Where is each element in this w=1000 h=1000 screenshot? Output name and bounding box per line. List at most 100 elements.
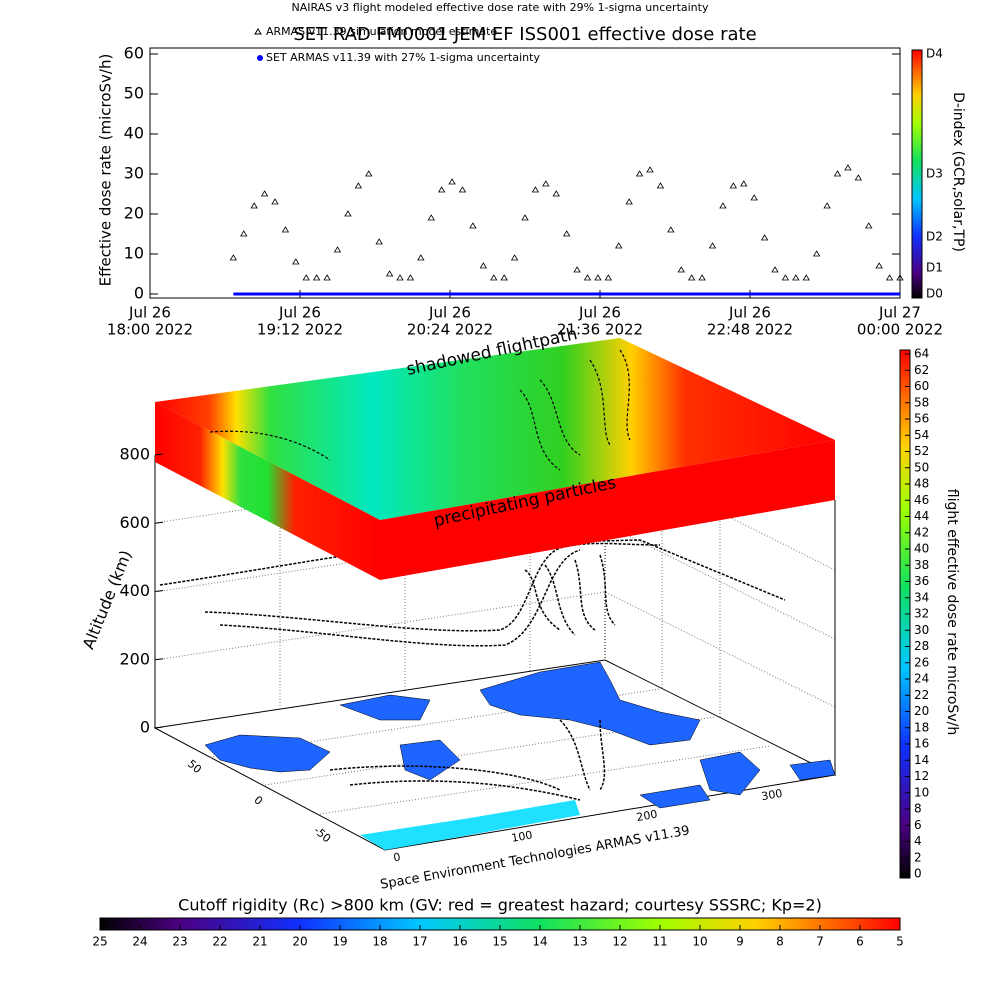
shadow-path (209, 349, 631, 471)
plot-frame (149, 47, 901, 299)
colorbar-tick-label: 62 (914, 363, 929, 377)
z-tick-label: 0 (140, 718, 150, 737)
colorbar-tick-label: 64 (914, 347, 929, 361)
data-point (448, 178, 456, 185)
data-point (854, 174, 863, 181)
colorbar-tick-label: 8 (914, 802, 922, 816)
data-point (802, 274, 810, 281)
x-tick-label: Jul 26 (728, 304, 771, 322)
data-point (333, 246, 342, 253)
colorbar-tick-label: 7 (816, 935, 824, 949)
z-tick (154, 658, 164, 661)
header: NAIRAS v3 flight modeled effective dose … (292, 1, 709, 14)
data-point (635, 170, 644, 177)
colorbar-tick-label: 22 (914, 688, 929, 702)
data-point (531, 186, 540, 193)
x-tick-label: Jul 27 (878, 304, 921, 322)
data-point (406, 274, 415, 281)
data-point (719, 202, 727, 209)
data-point (229, 254, 238, 261)
colorbar-tick-label: 9 (736, 935, 744, 949)
colorbar-tick-label: 17 (412, 935, 427, 949)
colorbar-tick-label: 30 (914, 623, 929, 637)
colorbar-label: D-index (GCR,solar,TP) (950, 92, 966, 252)
y-tick-label: 50 (124, 84, 144, 103)
data-point (552, 190, 560, 197)
data-point (562, 230, 571, 237)
colorbar-tick-label: 14 (914, 753, 929, 767)
data-point (865, 222, 873, 229)
colorbar-tick-label: D0 (926, 287, 943, 301)
x-tick-label: 00:00 2022 (857, 321, 943, 339)
y-tick-label: 20 (124, 204, 144, 223)
colorbar-tick-label: 25 (92, 935, 107, 949)
data-point (583, 274, 592, 281)
data-point (573, 266, 581, 273)
data-point (750, 194, 758, 201)
lat-tick-label: 50 (185, 757, 204, 776)
colorbar-tick-label: 10 (692, 935, 707, 949)
data-point (365, 170, 373, 177)
data-point (490, 274, 498, 281)
data-point (656, 182, 665, 189)
colorbar-tick-label: 0 (914, 867, 922, 881)
data-point (760, 234, 769, 241)
colorbar-tick-label: 16 (914, 737, 929, 751)
y-axis-label: Effective dose rate (microSv/h) (97, 54, 115, 287)
data-point (646, 166, 654, 173)
data-point (542, 180, 550, 187)
colorbar-tick-label: 6 (856, 935, 864, 949)
data-point (698, 274, 706, 281)
data-point (896, 274, 904, 281)
data-point (396, 274, 404, 281)
data-point (812, 250, 821, 257)
colorbar-tick-label: 13 (572, 935, 587, 949)
z-tick-label: 200 (119, 649, 150, 668)
colorbar-tick-label: 15 (492, 935, 507, 949)
dose-slab-right (380, 440, 835, 580)
flight-path (159, 539, 786, 801)
dose-slab-top (155, 338, 835, 520)
data-point (521, 214, 529, 221)
colorbar-tick-label: 4 (914, 834, 922, 848)
colorbar-label: flight effective dose rate microSv/h (944, 489, 960, 735)
colorbar-tick-label: 34 (914, 590, 929, 604)
z-tick-label: 600 (119, 513, 150, 532)
data-point (687, 274, 696, 281)
colorbar-tick-label: 8 (776, 935, 784, 949)
colorbar-tick-label: D3 (926, 167, 943, 181)
data-point (510, 254, 519, 261)
lon-tick-label: 100 (510, 828, 533, 844)
data-point (708, 242, 717, 249)
lon-tick-label: 0 (392, 850, 401, 864)
data-point (823, 202, 831, 209)
colorbar-tick-label: D2 (926, 230, 943, 244)
legend-marker (257, 55, 263, 61)
colorbar-tick-label: 10 (914, 785, 929, 799)
colorbar (911, 49, 923, 299)
data-point (594, 274, 602, 281)
data-point (302, 274, 310, 281)
x-tick-label: Jul 26 (128, 304, 171, 322)
data-point (417, 254, 425, 261)
lat-tick-label: -50 (311, 824, 333, 846)
colorbar-tick-label: 12 (914, 769, 929, 783)
y-tick-label: 30 (124, 164, 144, 183)
data-point (292, 258, 300, 265)
colorbar-tick-label: 38 (914, 558, 929, 572)
data-point (312, 274, 321, 281)
data-point (792, 274, 800, 281)
colorbar-tick-label: 14 (532, 935, 547, 949)
colorbar-tick-label: 60 (914, 379, 929, 393)
colorbar-tick-label: 36 (914, 574, 929, 588)
colorbar-tick-label: 56 (914, 412, 929, 426)
colorbar-tick-label: 11 (652, 935, 667, 949)
data-point (833, 170, 842, 177)
data-point (250, 202, 258, 209)
data-point (427, 214, 435, 221)
antarctica (360, 800, 580, 850)
chart-title: SET RAD FM0001 JEM EF ISS001 effective d… (293, 24, 756, 45)
data-point (458, 186, 467, 193)
colorbar-tick-label: 48 (914, 477, 929, 491)
